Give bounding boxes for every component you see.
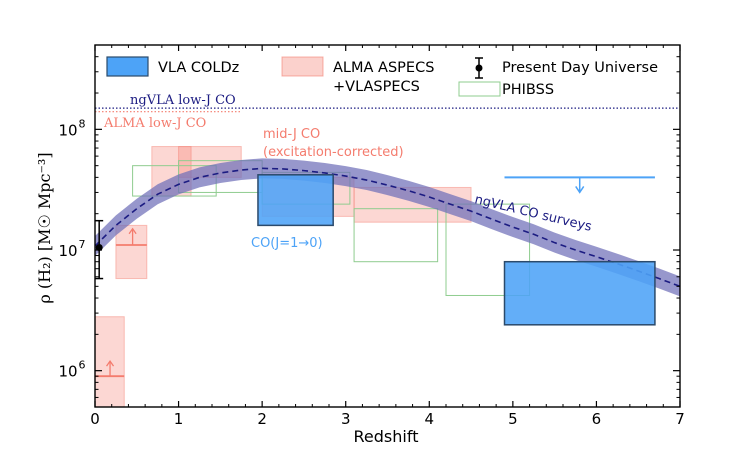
vla-boxes (257, 174, 656, 326)
legend-marker-present-dot (475, 64, 483, 72)
legend: VLA COLDz ALMA ASPECS +VLASPECS Present … (106, 56, 658, 98)
limit-markers (95, 176, 655, 378)
ngvla-band (95, 158, 680, 297)
y-tick-exp-0: 6 (79, 359, 86, 372)
annotation-midj-line2: (excitation-corrected) (263, 145, 404, 160)
x-tick-label-4: 4 (425, 410, 435, 428)
x-tick-label-6: 6 (592, 410, 602, 428)
y-tick-exp-2: 8 (79, 117, 86, 130)
legend-swatch-phibss (458, 81, 501, 97)
reference-lines (95, 107, 680, 113)
alma-lower-limit-head-1 (128, 227, 137, 235)
x-tick-label-3: 3 (341, 410, 351, 428)
legend-label-phibss: PHIBSS (502, 82, 554, 98)
plot-area (95, 107, 680, 407)
ngvla-model-band (95, 158, 680, 297)
annotation-midj-line1: mid-J CO (263, 127, 320, 142)
legend-label-present: Present Day Universe (502, 60, 658, 76)
alma-box-1 (115, 224, 148, 280)
legend-label-alma-line2: +VLASPECS (333, 79, 420, 95)
alma-lower-limit-head-0 (106, 359, 115, 367)
vla-box-0 (257, 174, 334, 227)
ngvla-model-line (95, 167, 680, 288)
x-tick-label-5: 5 (508, 410, 518, 428)
phibss-box-4 (445, 203, 531, 296)
y-tick-label-0: 10 (58, 363, 77, 381)
legend-label-vla: VLA COLDz (158, 60, 239, 76)
phibss-box-3 (353, 208, 439, 263)
x-tick-label-1: 1 (174, 410, 184, 428)
annotation-alma-lowj: ALMA low-J CO (103, 116, 206, 131)
x-tick-label-0: 0 (90, 410, 100, 428)
legend-swatch-vla (106, 56, 149, 77)
annotation-co10: CO(J=1→0) (251, 236, 323, 251)
y-tick-label-2: 10 (58, 121, 77, 139)
y-tick-exp-1: 7 (79, 238, 86, 251)
legend-swatch-alma (281, 56, 324, 77)
annotation-ngvla-lowj: ngVLA low-J CO (130, 93, 236, 108)
vla-upper-limit-arrow-head (575, 186, 585, 194)
legend-label-alma-line1: ALMA ASPECS (333, 60, 434, 76)
vla-box-1 (503, 260, 656, 326)
y-axis-label: ρ (H₂) [M☉ Mpc⁻³] (35, 152, 54, 303)
y-tick-label-1: 10 (58, 242, 77, 260)
x-axis-label: Redshift (354, 427, 419, 446)
x-tick-label-2: 2 (257, 410, 267, 428)
present-day-point-0 (95, 243, 103, 251)
plot-frame (94, 44, 681, 408)
x-tick-label-7: 7 (675, 410, 685, 428)
